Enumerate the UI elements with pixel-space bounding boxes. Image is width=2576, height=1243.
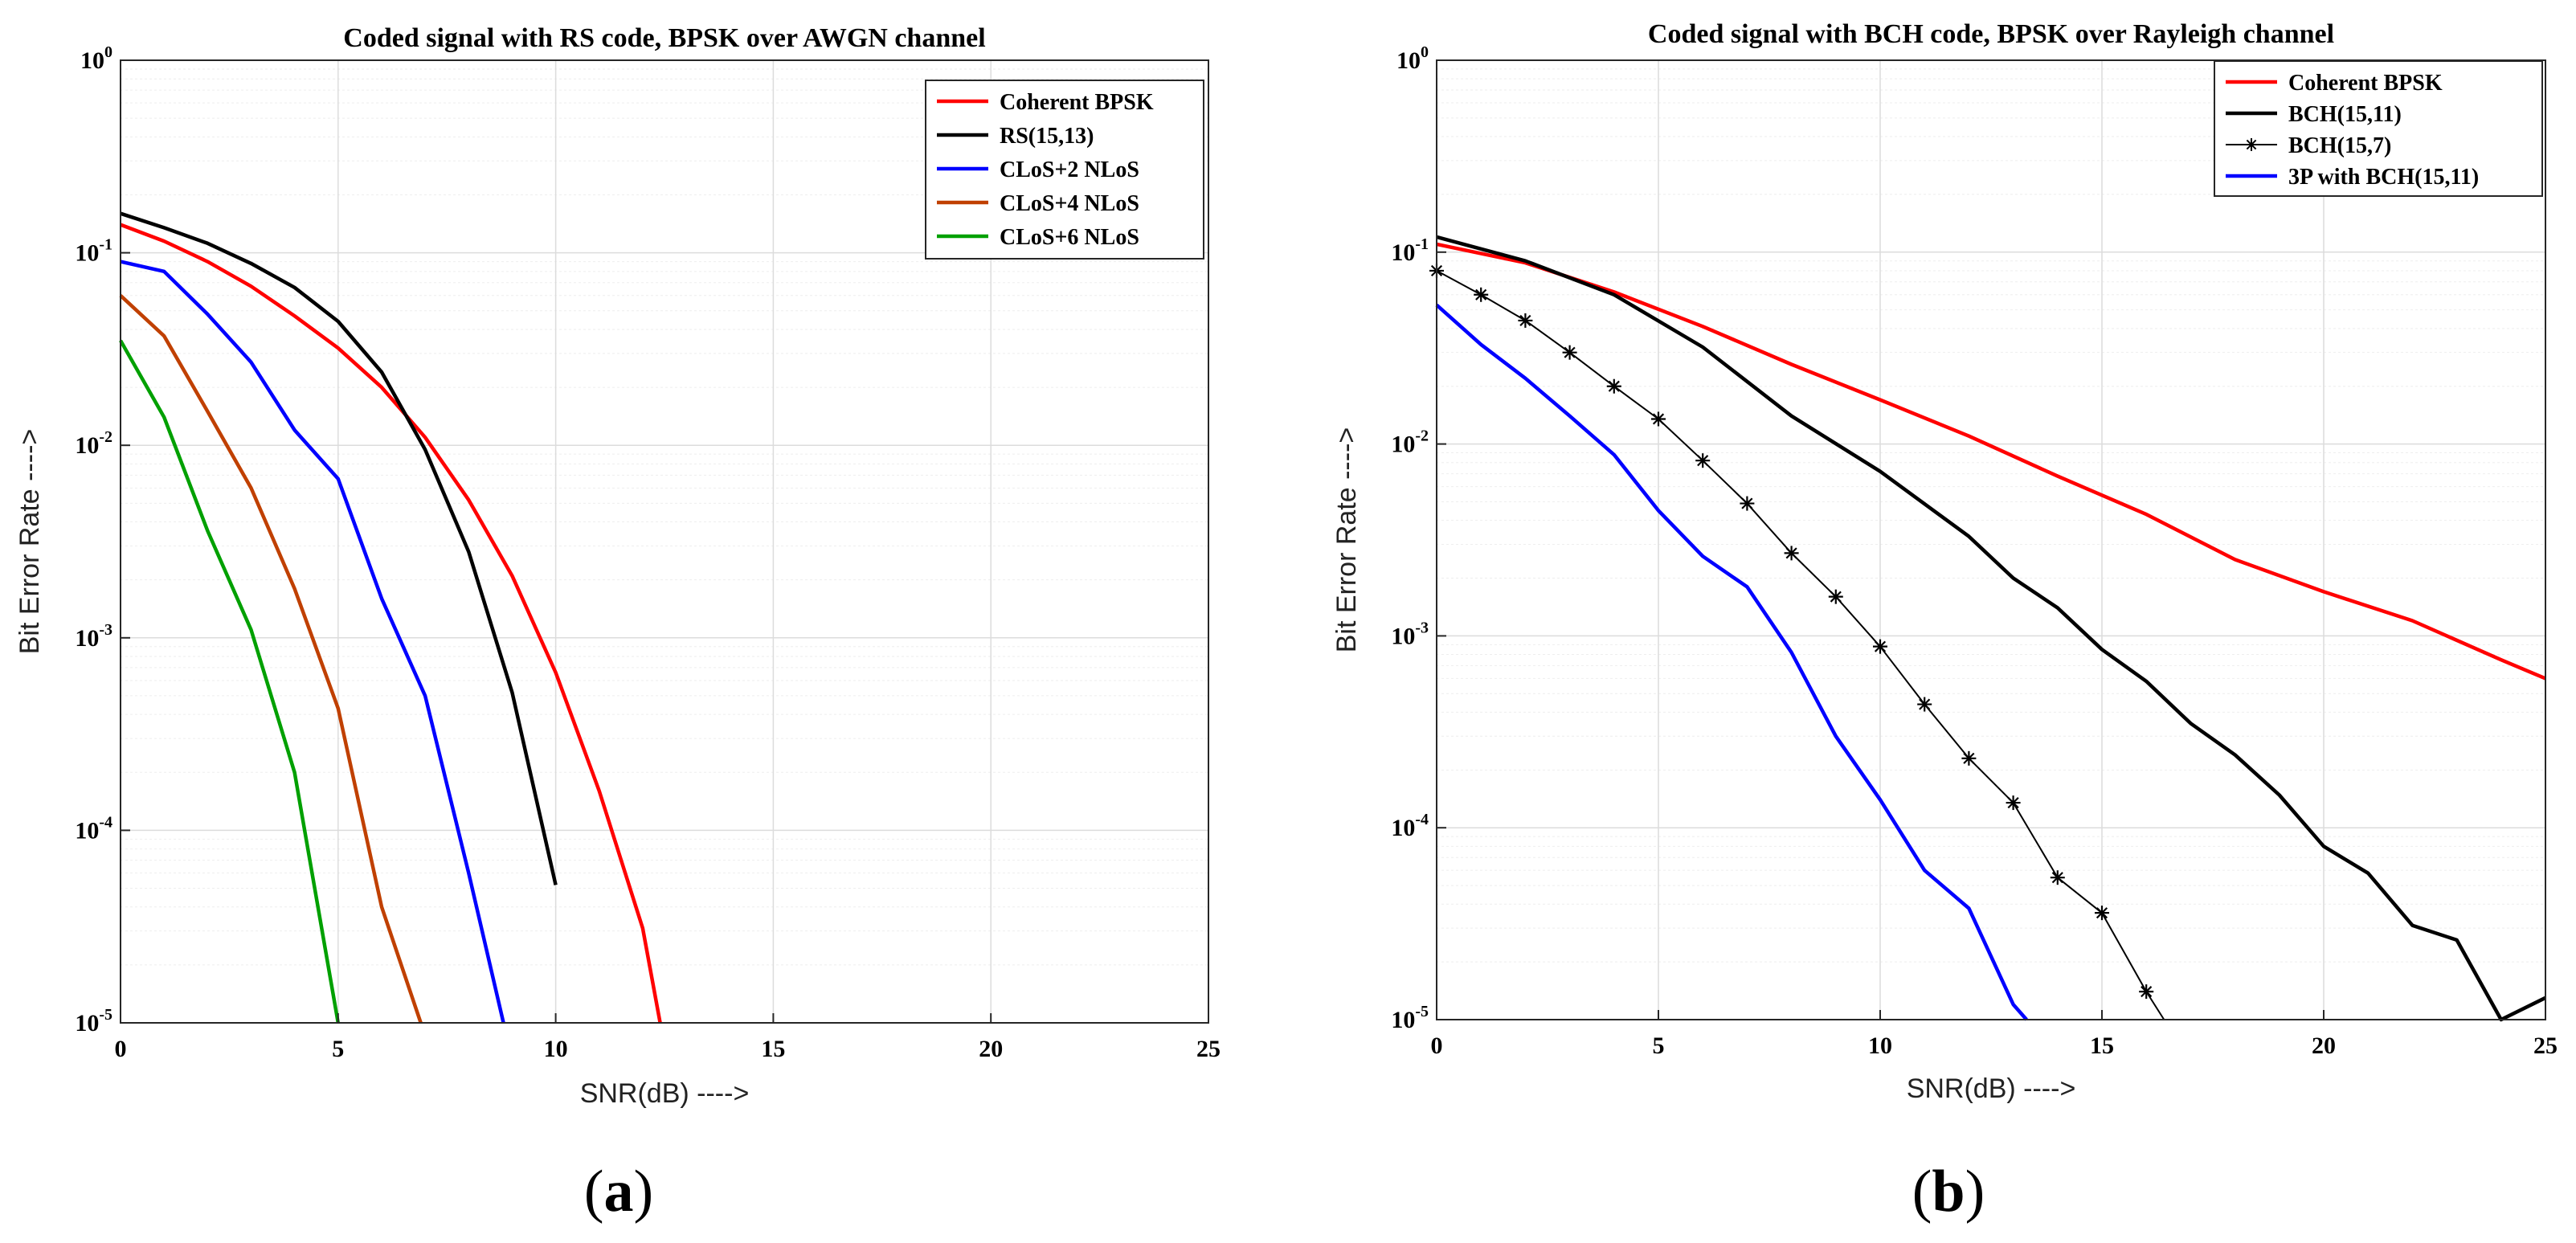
chart-a-legend-label: CLoS+4 NLoS xyxy=(1000,191,1139,216)
chart-b-legend-star-marker xyxy=(2245,138,2258,151)
chart-a-y-tick-label: 100 xyxy=(80,43,112,74)
chart-b: 0 5 10 15 20 25 10-5 10-4 10-3 10-2 10-1 100 Coded s… xyxy=(1331,19,2558,1225)
chart-b-plot-area xyxy=(1437,60,2545,1020)
chart-b-y-tick-label: 100 xyxy=(1396,43,1429,74)
chart-b-star-marker xyxy=(1828,589,1843,604)
chart-b-y-tick-label: 10-4 xyxy=(1391,811,1429,841)
chart-a-x-axis-label: SNR(dB) ----> xyxy=(580,1078,750,1109)
chart-b-star-marker xyxy=(1961,750,1977,766)
chart-b-star-marker xyxy=(1695,453,1711,468)
chart-a-x-tick-label: 15 xyxy=(761,1036,785,1062)
chart-a-y-axis-label: Bit Error Rate ----> xyxy=(14,429,45,655)
chart-b-star-marker xyxy=(1651,411,1666,427)
chart-a-y-tick-label: 10-2 xyxy=(75,428,112,459)
chart-a-legend-label: CLoS+6 NLoS xyxy=(1000,225,1139,250)
chart-b-star-marker xyxy=(1474,287,1489,302)
chart-b-series-line-3 xyxy=(1436,270,2165,1020)
chart-b-y-tick-label: 10-5 xyxy=(1391,1003,1429,1033)
chart-a-series-line-3 xyxy=(120,260,505,1024)
chart-a-x-tick-label: 25 xyxy=(1196,1036,1221,1062)
chart-b-star-marker xyxy=(1518,313,1533,328)
chart-a-legend-label: RS(15,13) xyxy=(1000,124,1094,149)
chart-a-legend-label: CLoS+2 NLoS xyxy=(1000,157,1139,182)
chart-a-y-tick-label: 10-5 xyxy=(75,1006,112,1037)
chart-b-star-marker xyxy=(1917,697,1932,712)
chart-a-legend-label: Coherent BPSK xyxy=(1000,90,1154,115)
chart-b-series-line-2 xyxy=(1436,235,2546,1022)
chart-b-x-axis-label: SNR(dB) ----> xyxy=(1907,1073,2076,1104)
chart-a-axes-box xyxy=(120,59,1209,1024)
chart-a: 0 5 10 15 20 25 10-5 10-4 10-3 10-2 10-1 100 Coded s… xyxy=(14,23,1221,1225)
chart-b-star-marker xyxy=(1606,378,1621,394)
chart-a-x-tick-label: 20 xyxy=(979,1036,1003,1062)
chart-b-star-marker xyxy=(1740,496,1755,511)
chart-b-panel-label: (b) xyxy=(1912,1159,1985,1225)
chart-a-title: Coded signal with RS code, BPSK over AWG… xyxy=(343,23,985,53)
chart-a-legend: Coherent BPSK RS(15,13) CLoS+2 NLoS CLoS+4 … xyxy=(925,80,1204,260)
chart-b-legend-label: 3P with BCH(15,11) xyxy=(2288,165,2479,190)
chart-b-y-axis-label: Bit Error Rate ----> xyxy=(1331,427,1362,653)
chart-b-star-marker xyxy=(2050,870,2065,885)
chart-a-x-tick-label: 5 xyxy=(332,1036,344,1062)
chart-b-title: Coded signal with BCH code, BPSK over Ra… xyxy=(1648,19,2334,49)
chart-a-y-tick-label: 10-1 xyxy=(75,236,112,267)
chart-a-series-line-4 xyxy=(119,294,423,1024)
chart-a-y-tick-label: 10-3 xyxy=(75,621,112,652)
chart-b-y-tick-label: 10-3 xyxy=(1391,619,1429,649)
chart-b-legend-label: Coherent BPSK xyxy=(2288,71,2443,96)
chart-b-y-tick-label: 10-2 xyxy=(1391,427,1429,458)
chart-b-legend: Coherent BPSK BCH(15,11) BCH(15,7) 3P with … xyxy=(2214,60,2543,197)
chart-a-x-tick-label: 10 xyxy=(544,1036,568,1062)
chart-a-series-line-2 xyxy=(120,211,558,885)
chart-b-star-marker xyxy=(1562,345,1577,360)
chart-a-y-tick-label: 10-4 xyxy=(75,813,112,844)
chart-b-x-tick-label: 10 xyxy=(1868,1032,1892,1059)
chart-a-series-line-5 xyxy=(119,339,341,1024)
chart-b-y-tick-label: 10-1 xyxy=(1391,235,1429,266)
chart-b-x-tick-label: 25 xyxy=(2533,1032,2558,1059)
chart-b-axes-box xyxy=(1436,59,2546,1020)
chart-b-series-line-4 xyxy=(1435,303,2028,1021)
chart-b-star-marker xyxy=(2006,795,2021,811)
chart-b-x-tick-label: 15 xyxy=(2090,1032,2114,1059)
chart-a-panel-label: (a) xyxy=(584,1159,653,1225)
chart-b-legend-label: BCH(15,11) xyxy=(2288,102,2402,127)
chart-b-x-tick-label: 20 xyxy=(2312,1032,2336,1059)
chart-b-x-tick-label: 5 xyxy=(1653,1032,1665,1059)
chart-b-legend-label: BCH(15,7) xyxy=(2288,133,2391,158)
chart-a-x-tick-label: 0 xyxy=(115,1036,127,1062)
chart-b-star-marker xyxy=(2139,984,2154,1000)
chart-b-series-line-1 xyxy=(1436,242,2546,681)
chart-b-x-tick-label: 0 xyxy=(1431,1032,1443,1059)
chart-b-star-marker xyxy=(1784,546,1799,561)
chart-b-star-marker xyxy=(2095,906,2109,921)
chart-b-star-marker xyxy=(1873,639,1887,654)
